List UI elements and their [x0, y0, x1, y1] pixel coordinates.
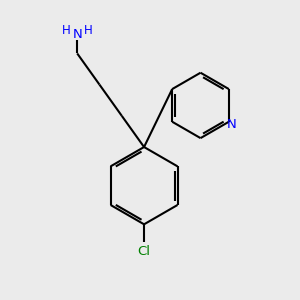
Text: Cl: Cl: [138, 244, 151, 257]
Text: H: H: [61, 24, 70, 37]
Text: N: N: [72, 28, 82, 40]
Text: H: H: [84, 24, 93, 37]
Text: N: N: [227, 118, 237, 131]
